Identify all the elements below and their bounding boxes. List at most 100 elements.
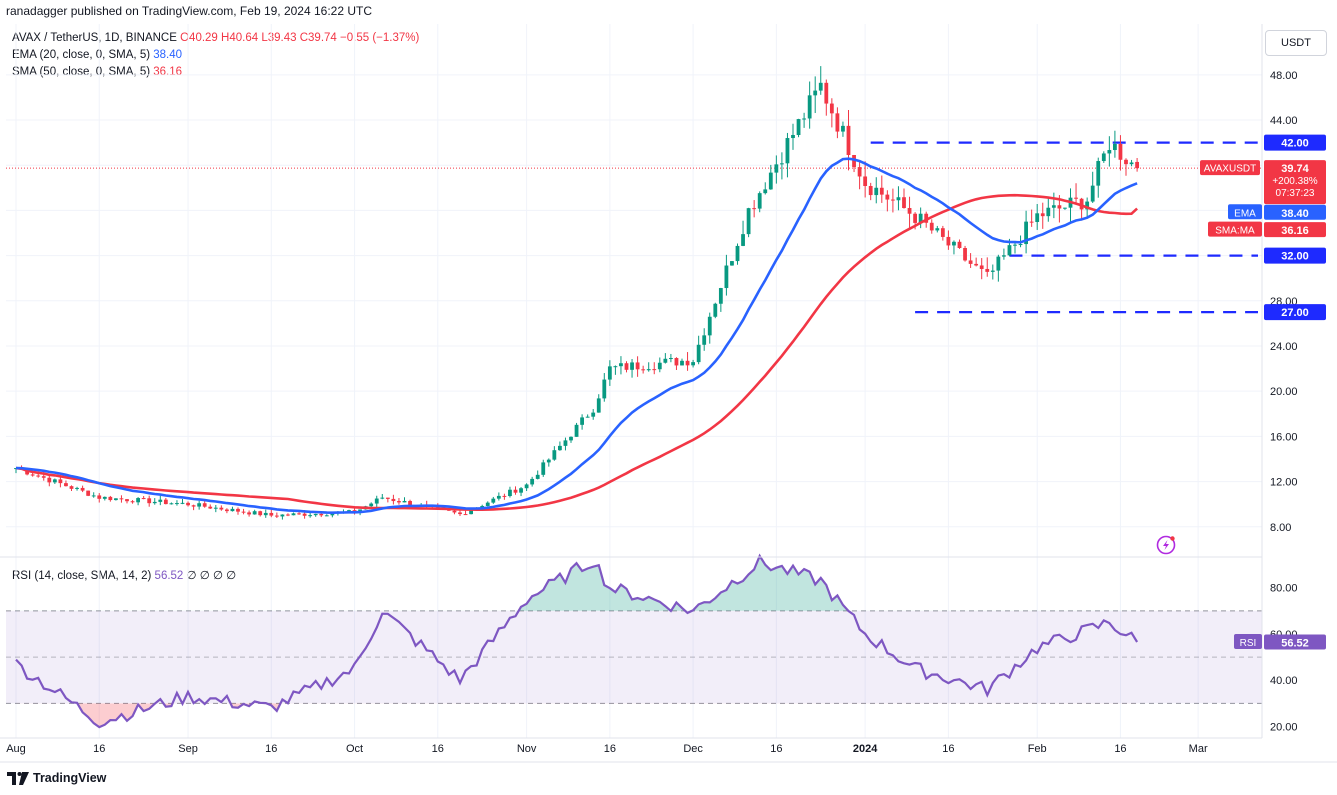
candle-body	[868, 186, 873, 196]
currency-button[interactable]: USDT	[1265, 30, 1327, 56]
candle-body	[768, 172, 773, 190]
candle-body	[1002, 255, 1006, 257]
candle-body	[80, 487, 85, 491]
candle-body	[1018, 244, 1023, 246]
high-value: H40.64	[221, 32, 259, 44]
candle-body	[180, 502, 185, 504]
candle-body	[58, 479, 63, 484]
candle-body	[397, 501, 401, 503]
candle-body	[802, 118, 806, 120]
candle-body	[1124, 159, 1128, 165]
candle-body	[313, 513, 318, 516]
candle-body	[641, 369, 646, 371]
candle-body	[535, 474, 540, 479]
candle-body	[347, 510, 351, 512]
open-value: O40.29	[180, 32, 218, 44]
candle-body	[258, 511, 263, 516]
candle-body	[624, 363, 629, 370]
candle-body	[669, 358, 673, 360]
candle-body	[236, 508, 240, 512]
sma-tag-box	[1264, 222, 1326, 238]
candle-body	[230, 508, 235, 512]
candle-body	[891, 199, 895, 201]
candle-body	[913, 213, 917, 223]
rsi-tag-box	[1264, 634, 1326, 650]
candle-body	[685, 360, 690, 366]
candle-body	[974, 263, 979, 266]
candle-body	[308, 515, 313, 517]
candle-body	[469, 510, 473, 515]
price-tick-label: 20.00	[1270, 386, 1298, 398]
price-tick-label: 48.00	[1270, 70, 1298, 82]
candle-body	[114, 498, 118, 501]
candle-body	[302, 513, 307, 516]
candle-body	[452, 510, 457, 513]
level-tag-box	[1264, 304, 1326, 321]
candle-body	[990, 270, 995, 272]
candle-body	[935, 228, 940, 231]
candle-body	[408, 500, 412, 506]
candle-body	[824, 82, 829, 104]
candle-body	[1113, 143, 1117, 151]
candle-body	[1057, 205, 1062, 209]
candle-body	[841, 125, 845, 132]
sma-tag-label: SMA:MA	[1215, 226, 1255, 237]
candle-body	[696, 344, 701, 363]
candle-body	[552, 450, 557, 460]
candle-body	[979, 265, 984, 269]
time-tick-label: Mar	[1189, 743, 1208, 755]
candle-body	[763, 189, 768, 194]
candle-body	[585, 416, 590, 418]
candle-body	[130, 501, 135, 503]
time-tick-label: 16	[93, 743, 105, 755]
ema-tag-label-box	[1228, 204, 1262, 220]
candle-body	[602, 379, 607, 399]
candle-body	[64, 483, 68, 487]
candle-body	[663, 358, 668, 363]
rsi-label: RSI (14, close, SMA, 14, 2)	[12, 570, 152, 582]
level-tag-text: 32.00	[1281, 251, 1309, 263]
candle-body	[241, 511, 246, 513]
candle-body	[807, 95, 812, 119]
candle-body	[97, 495, 102, 499]
candle-body	[169, 503, 174, 505]
price-tick-label: 12.00	[1270, 477, 1298, 489]
candle-body	[458, 512, 462, 515]
ema-tag-box	[1264, 204, 1326, 220]
candle-body	[657, 362, 662, 370]
candle-body	[291, 513, 296, 516]
candle-body	[863, 176, 868, 187]
candle-body	[374, 498, 379, 504]
candle-body	[108, 496, 113, 501]
candle-body	[202, 503, 207, 507]
candle-body	[380, 497, 385, 499]
candle-body	[52, 479, 57, 483]
candle-body	[818, 82, 823, 91]
candle-body	[730, 261, 734, 266]
candle-body	[735, 245, 740, 262]
ema-tag-label: EMA	[1234, 208, 1256, 219]
candle-body	[463, 514, 468, 516]
candle-body	[752, 208, 757, 210]
candle-body	[513, 489, 518, 493]
flash-icon[interactable]	[1156, 535, 1176, 555]
time-tick-label: 16	[432, 743, 444, 755]
sma-tag-text: 36.16	[1281, 225, 1309, 237]
tradingview-logo-icon	[7, 771, 29, 785]
candle-body	[846, 125, 851, 155]
candle-body	[546, 459, 551, 463]
rsi-tick-label: 40.00	[1270, 675, 1298, 687]
candle-body	[269, 512, 274, 516]
symbol-tag-box	[1200, 160, 1260, 176]
ema20-line	[15, 157, 1138, 515]
time-tick-label: 16	[770, 743, 782, 755]
candle-body	[496, 495, 501, 499]
candle-body	[924, 213, 929, 223]
tradingview-logo[interactable]: TradingView	[7, 771, 106, 785]
candle-body	[591, 412, 596, 417]
ema-value: 38.40	[153, 49, 183, 61]
rsi-tag-text: 56.52	[1281, 638, 1309, 650]
rsi-extra: ∅ ∅ ∅ ∅	[186, 570, 237, 582]
last-price-tag-text: +200.38%	[1272, 176, 1317, 187]
